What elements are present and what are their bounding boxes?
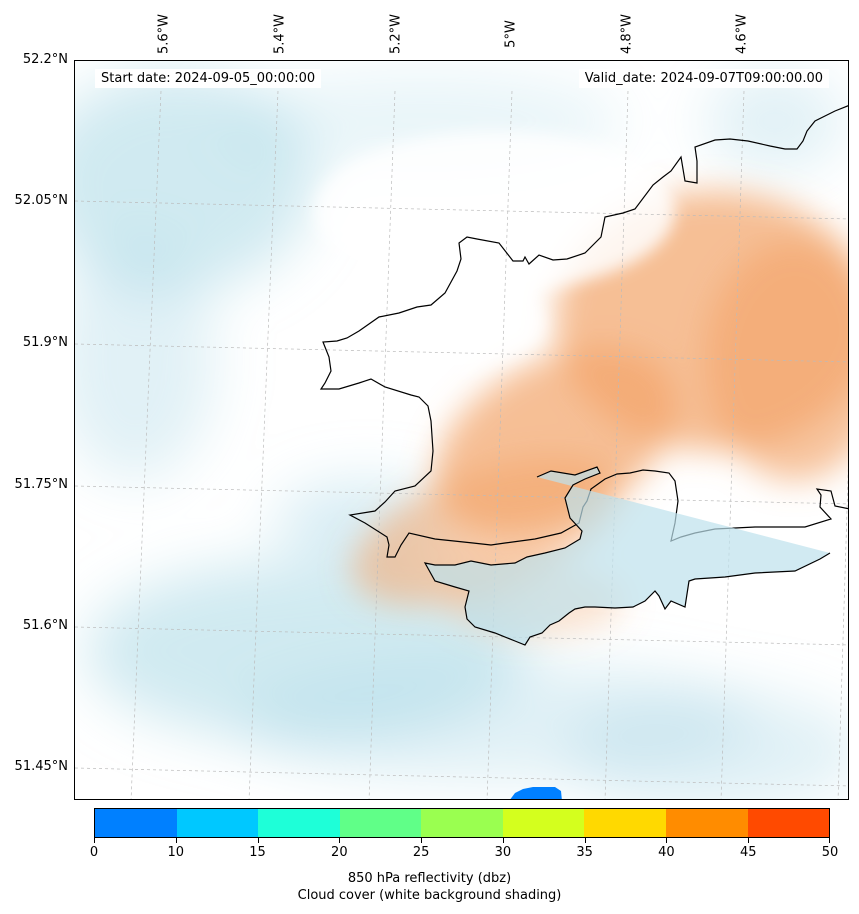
colorbar-tick-label: 45	[739, 845, 757, 860]
colorbar-segment-3	[339, 809, 422, 837]
map-panel[interactable]: Start date: 2024-09-05_00:00:00 Valid_da…	[74, 60, 849, 800]
meridian-5-4w	[248, 90, 279, 799]
colorbar-segment-7	[665, 809, 748, 837]
colorbar	[94, 808, 830, 838]
colorbar-tick-mark	[584, 838, 586, 843]
lat-label-51-45n: 51.45°N	[14, 759, 68, 774]
colorbar-tick-label: 35	[576, 845, 593, 860]
meridian-5-6w	[130, 90, 162, 799]
colorbar-segment-1	[176, 809, 259, 837]
lon-label-5-4w: 5.4°W	[272, 13, 288, 55]
cool-shading-ne	[705, 71, 845, 171]
lat-label-51-9n: 51.9°N	[22, 335, 68, 350]
lon-label-4-8w: 4.8°W	[619, 13, 635, 55]
coastline-mainland	[319, 105, 848, 558]
lon-label-5w: 5°W	[503, 20, 519, 48]
meridian-4-8w	[604, 90, 629, 799]
cool-cloud-shading	[75, 71, 848, 799]
lon-label-4-6w: 4.6°W	[734, 13, 750, 55]
clear-area-inland	[325, 271, 545, 371]
colorbar-tick-label: 50	[821, 845, 839, 860]
colorbar-segment-6	[584, 809, 666, 837]
lat-label-52-05n: 52.05°N	[14, 193, 68, 208]
colorbar-segment-5	[502, 809, 585, 837]
colorbar-segment-2	[258, 809, 340, 837]
meridian-4-6w	[720, 90, 745, 799]
lon-label-5-2w: 5.2°W	[388, 13, 404, 55]
colorbar-tick-label: 0	[89, 845, 99, 860]
start-date-label: Start date: 2024-09-05_00:00:00	[95, 69, 322, 88]
colorbar-tick-mark	[829, 838, 830, 843]
valid-date-label: Valid_date: 2024-09-07T09:00:00.00	[578, 69, 829, 88]
warm-shading-e	[705, 241, 848, 481]
cool-shading-se	[565, 691, 848, 799]
colorbar-tick-mark	[666, 838, 668, 843]
colorbar-segment-4	[421, 809, 503, 837]
cool-shading-w	[75, 241, 215, 481]
lat-label-52-2n: 52.2°N	[22, 52, 68, 67]
coastline-estuary	[423, 466, 831, 646]
colorbar-tick-label: 15	[249, 845, 266, 860]
colorbar-tick-mark	[257, 838, 259, 843]
colorbar-tick-mark	[502, 838, 504, 843]
colorbar-tick-mark	[748, 838, 750, 843]
colorbar-tick-label: 10	[167, 845, 185, 860]
map-canvas	[75, 71, 848, 799]
meridian-5-2w	[368, 90, 396, 799]
colorbar-segment-0	[95, 809, 177, 837]
warm-shading-sw	[351, 457, 619, 605]
colorbar-sublabel: Cloud cover (white background shading)	[297, 888, 562, 903]
lat-label-51-75n: 51.75°N	[14, 477, 68, 492]
lat-label-51-6n: 51.6°N	[22, 618, 68, 633]
colorbar-tick-label: 25	[412, 845, 430, 860]
meridian-5w	[486, 90, 513, 799]
colorbar-tick-mark	[421, 838, 423, 843]
colorbar-tick-mark	[94, 838, 95, 843]
colorbar-label: 850 hPa reflectivity (dbz)	[347, 871, 512, 886]
colorbar-tick-label: 40	[658, 845, 675, 860]
colorbar-tick-mark	[339, 838, 341, 843]
lon-label-5-6w: 5.6°W	[156, 13, 172, 55]
colorbar-tick-label: 20	[331, 845, 348, 860]
colorbar-tick-label: 30	[494, 845, 512, 860]
colorbar-segment-8	[747, 809, 830, 837]
reflectivity-echo-south	[510, 787, 562, 799]
colorbar-tick-mark	[175, 838, 177, 843]
graticule	[75, 90, 848, 799]
